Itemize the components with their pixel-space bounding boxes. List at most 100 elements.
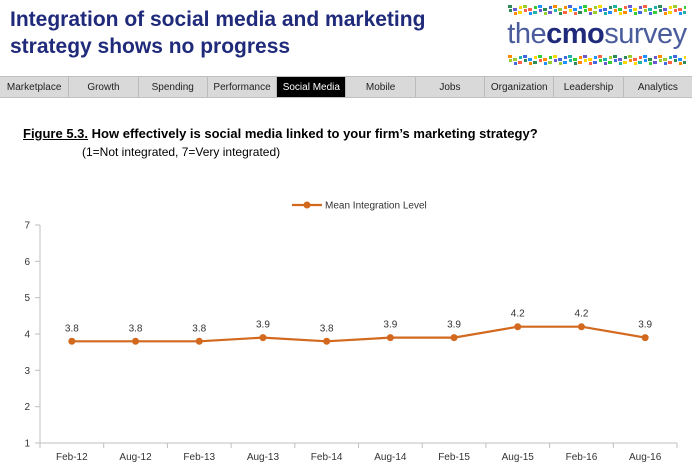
logo-dot <box>569 9 572 12</box>
logo-dot <box>598 5 602 8</box>
data-point <box>259 334 267 342</box>
logo-dot <box>608 11 612 14</box>
line-chart: Mean Integration Level 1 2 3 4 5 6 7 Feb-12 Aug-… <box>24 201 678 463</box>
nav-item-spending[interactable]: Spending <box>139 77 208 97</box>
logo-dot <box>619 12 622 15</box>
logo-dot <box>664 62 667 65</box>
logo-dot <box>653 61 657 64</box>
nav-bar: Marketplace Growth Spending Performance … <box>0 76 692 98</box>
logo-dot <box>668 61 672 64</box>
y-tick-label: 4 <box>24 330 30 341</box>
x-tick-label: Aug-16 <box>629 452 662 463</box>
logo-dot <box>563 61 567 64</box>
logo-dot <box>609 6 612 9</box>
logo-dot <box>529 62 532 65</box>
logo-dot <box>638 61 642 64</box>
x-tick-label: Aug-14 <box>374 452 407 463</box>
logo-dot <box>544 62 547 65</box>
nav-item-marketplace[interactable]: Marketplace <box>0 77 70 97</box>
figure-caption: Figure 5.3. How effectively is social me… <box>23 126 538 141</box>
logo-dot <box>663 58 667 61</box>
nav-item-performance[interactable]: Performance <box>208 77 278 97</box>
x-tick-label: Aug-12 <box>119 452 152 463</box>
logo-dot <box>519 6 522 9</box>
nav-item-social-media[interactable]: Social Media <box>277 77 347 97</box>
data-label: 3.8 <box>320 323 334 334</box>
nav-item-jobs[interactable]: Jobs <box>416 77 486 97</box>
nav-item-leadership[interactable]: Leadership <box>554 77 624 97</box>
logo-dot <box>584 9 587 12</box>
logo-dots-bottom <box>508 55 686 65</box>
x-tick-label: Feb-12 <box>56 452 88 463</box>
logo-dot <box>589 12 592 15</box>
logo-dot <box>659 59 662 62</box>
logo-dot <box>623 11 627 14</box>
nav-item-mobile[interactable]: Mobile <box>346 77 416 97</box>
logo-dot <box>559 12 562 15</box>
logo-dot <box>543 8 547 11</box>
logo-dot <box>613 55 617 58</box>
logo-wordmark: thecmosurvey <box>506 17 688 51</box>
page-title-line-1: Integration of social media and marketin… <box>10 8 426 31</box>
y-tick-label: 2 <box>24 402 30 413</box>
logo-dot <box>543 58 547 61</box>
logo-dot <box>518 61 522 64</box>
logo-dot <box>683 11 686 14</box>
logo-dot <box>633 58 637 61</box>
logo-dot <box>513 58 517 61</box>
logo-dot <box>569 59 572 62</box>
x-tick-label: Feb-14 <box>311 452 343 463</box>
data-point <box>132 337 140 345</box>
logo-dot <box>553 55 557 58</box>
logo-dot <box>653 11 657 14</box>
logo-dot <box>529 12 532 15</box>
logo-dot <box>634 62 637 65</box>
y-tick-label: 7 <box>24 221 30 232</box>
y-tick-label: 3 <box>24 366 30 377</box>
logo-dot <box>684 6 686 9</box>
logo-dot <box>633 8 637 11</box>
page-title: Integration of social media and marketin… <box>10 6 490 60</box>
logo-dot <box>534 6 537 9</box>
logo-dot <box>559 62 562 65</box>
logo-dot <box>649 62 652 65</box>
logo-dot <box>558 58 562 61</box>
data-point <box>386 334 394 342</box>
figure-question: How effectively is social media linked t… <box>91 126 538 141</box>
logo-dot <box>643 5 647 8</box>
logo-dot <box>508 55 512 58</box>
y-tick-label: 5 <box>24 293 30 304</box>
logo-dot <box>579 56 582 59</box>
logo-dot <box>598 55 602 58</box>
logo-dot <box>533 61 537 64</box>
data-point <box>450 334 458 342</box>
logo-dot <box>578 61 582 64</box>
data-label: 4.2 <box>574 309 588 320</box>
data-label: 3.9 <box>256 320 270 331</box>
nav-item-analytics[interactable]: Analytics <box>637 81 678 93</box>
legend-marker <box>303 201 311 209</box>
logo-dot <box>588 8 592 11</box>
logo-dot <box>599 9 602 12</box>
logo-dot <box>673 5 677 8</box>
data-label: 3.9 <box>638 320 652 331</box>
chart-axes: 1 2 3 4 5 6 7 Feb-12 Aug-12 Feb-13 Aug-13 Feb-14 Aug… <box>24 221 678 463</box>
nav-item-organization[interactable]: Organization <box>485 77 555 97</box>
x-tick-label: Aug-13 <box>247 452 280 463</box>
logo-dot <box>644 59 647 62</box>
logo-dot <box>558 8 562 11</box>
logo-dot <box>554 59 557 62</box>
logo-dot <box>574 12 577 15</box>
data-label: 3.9 <box>447 320 461 331</box>
logo-text-cmo: cmo <box>546 18 605 50</box>
logo-dot <box>544 12 547 15</box>
logo-dot <box>654 56 657 59</box>
nav-item-growth[interactable]: Growth <box>69 77 139 97</box>
data-point <box>641 334 649 342</box>
logo-dot <box>618 58 622 61</box>
y-tick-label: 1 <box>24 439 30 450</box>
logo-text-the: the <box>507 18 547 50</box>
logo-dot <box>538 55 542 58</box>
chart-data-labels: 3.8 3.8 3.8 3.9 3.8 3.9 3.9 4.2 4.2 3.9 <box>65 309 653 335</box>
logo-dot <box>564 56 567 59</box>
